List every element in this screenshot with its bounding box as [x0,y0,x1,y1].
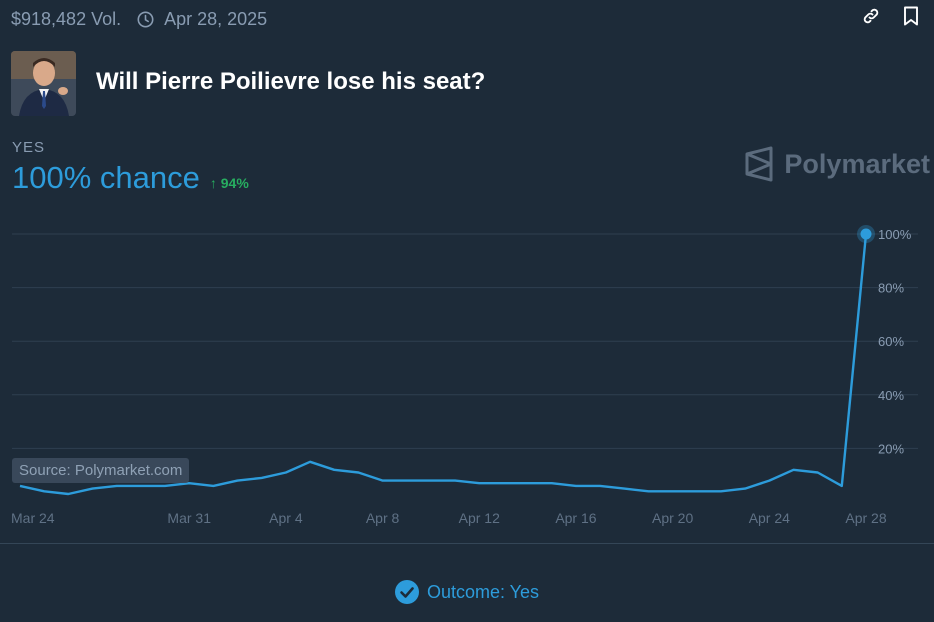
copy-link-button[interactable] [860,7,882,29]
top-actions [860,6,922,31]
bookmark-button[interactable] [900,6,922,31]
polymarket-logo-icon [744,146,774,182]
bookmark-icon [903,6,919,31]
x-tick-label: Apr 4 [269,510,303,526]
end-date-text: Apr 28, 2025 [164,8,268,29]
outcome-label: YES [12,139,46,156]
chance-change: ↑ 94% [209,175,249,191]
outcome-result: Outcome: Yes [0,580,934,604]
y-tick-label: 60% [878,334,904,349]
market-meta: $918,482 Vol. Apr 28, 2025 [11,7,267,31]
end-point[interactable] [860,228,872,240]
divider [0,543,934,544]
link-icon [861,6,881,31]
x-tick-label: Mar 24 [11,510,55,526]
clock-icon [137,11,154,28]
outcome-result-text: Outcome: Yes [426,581,540,602]
brand-watermark: Polymarket [744,146,930,182]
y-tick-label: 80% [878,281,904,296]
x-tick-label: Apr 8 [366,510,400,526]
x-tick-label: Apr 12 [459,510,500,526]
x-tick-label: Apr 20 [652,510,693,526]
series-line [19,233,868,496]
y-tick-label: 20% [878,441,904,456]
x-tick-label: Apr 16 [555,510,596,526]
source-label: Source: Polymarket.com [12,458,190,483]
x-tick-label: Apr 28 [845,510,886,526]
chance-text: 100% chance [12,160,200,195]
x-tick-label: Mar 31 [167,510,211,526]
y-tick-label: 100% [878,227,912,242]
brand-name: Polymarket [784,148,930,179]
check-circle-icon [394,580,419,604]
chance-readout: 100% chance ↑ 94% [12,160,249,196]
volume-text: $918,482 Vol. [11,8,122,29]
market-title: Will Pierre Poilievre lose his seat? [96,68,486,95]
market-avatar [11,51,76,116]
price-chart: 100% 80% 60% 40% 20% Mar 24 Mar 31 Apr 4 Apr 8 Ap… [11,225,918,526]
y-tick-label: 40% [878,388,904,403]
x-tick-label: Apr 24 [749,510,790,526]
